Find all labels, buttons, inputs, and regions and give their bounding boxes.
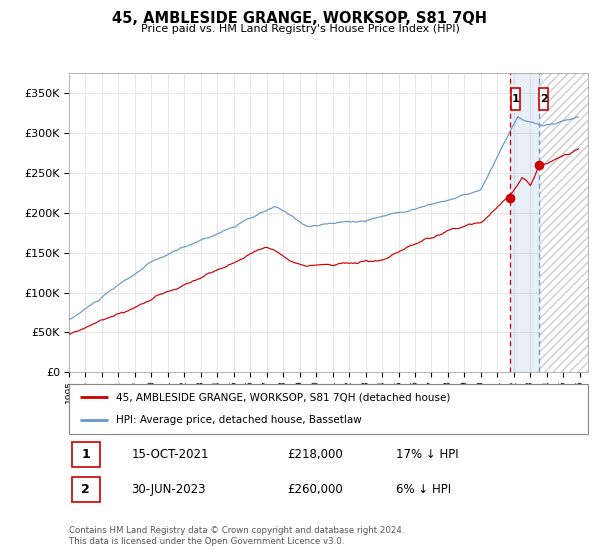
Bar [539,73,588,372]
Text: 6% ↓ HPI: 6% ↓ HPI [396,483,451,496]
Text: £260,000: £260,000 [287,483,343,496]
FancyBboxPatch shape [71,477,100,502]
Text: 1: 1 [82,448,90,461]
FancyBboxPatch shape [511,88,520,110]
Text: 15-OCT-2021: 15-OCT-2021 [131,448,209,461]
Text: Contains HM Land Registry data © Crown copyright and database right 2024.
This d: Contains HM Land Registry data © Crown c… [69,526,404,546]
FancyBboxPatch shape [539,88,548,110]
Text: HPI: Average price, detached house, Bassetlaw: HPI: Average price, detached house, Bass… [116,416,361,426]
Text: £218,000: £218,000 [287,448,343,461]
Bar [539,73,588,372]
Text: 2: 2 [540,94,548,104]
Bar [511,73,539,372]
FancyBboxPatch shape [71,442,100,467]
Text: 2: 2 [82,483,90,496]
Text: Price paid vs. HM Land Registry's House Price Index (HPI): Price paid vs. HM Land Registry's House … [140,24,460,34]
Text: 45, AMBLESIDE GRANGE, WORKSOP, S81 7QH (detached house): 45, AMBLESIDE GRANGE, WORKSOP, S81 7QH (… [116,392,450,402]
Text: 30-JUN-2023: 30-JUN-2023 [131,483,206,496]
Text: 45, AMBLESIDE GRANGE, WORKSOP, S81 7QH: 45, AMBLESIDE GRANGE, WORKSOP, S81 7QH [113,11,487,26]
Text: 1: 1 [512,94,520,104]
Text: 17% ↓ HPI: 17% ↓ HPI [396,448,458,461]
